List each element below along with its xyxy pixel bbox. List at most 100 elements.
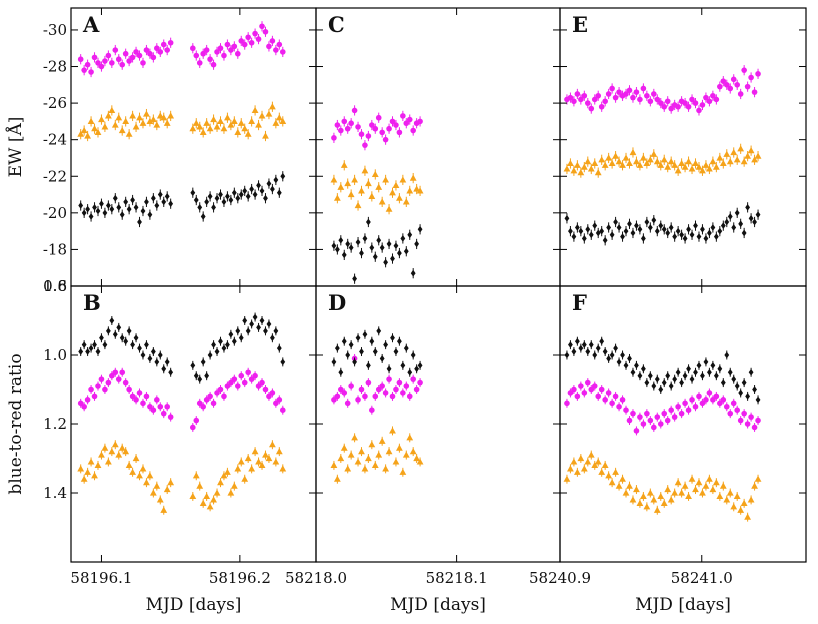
data-point-black	[130, 194, 135, 206]
data-point-magenta	[588, 103, 595, 114]
data-point-orange	[255, 457, 262, 467]
diamond-marker	[362, 235, 368, 242]
data-point-black	[197, 202, 203, 213]
data-point-black	[249, 183, 255, 195]
circle-marker	[703, 94, 709, 101]
data-point-orange	[667, 495, 675, 505]
diamond-marker	[588, 341, 594, 349]
triangle-marker	[626, 482, 633, 489]
circle-marker	[262, 28, 269, 35]
data-point-orange	[118, 125, 126, 136]
circle-marker	[605, 390, 612, 396]
circle-marker	[119, 61, 126, 68]
data-point-black	[407, 367, 413, 377]
triangle-marker	[730, 148, 738, 156]
data-point-magenta	[372, 391, 379, 401]
diamond-marker	[755, 396, 761, 404]
circle-marker	[224, 41, 231, 48]
diamond-marker	[147, 355, 153, 362]
data-point-magenta	[217, 43, 224, 54]
diamond-marker	[164, 358, 170, 366]
diamond-marker	[334, 344, 340, 352]
circle-marker	[217, 45, 224, 52]
diamond-marker	[190, 189, 196, 197]
diamond-marker	[574, 337, 580, 345]
diamond-marker	[348, 244, 354, 251]
circle-marker	[224, 383, 231, 389]
data-point-magenta	[241, 39, 248, 50]
data-point-black	[228, 194, 234, 206]
data-point-magenta	[214, 388, 220, 398]
data-point-black	[157, 350, 163, 360]
data-point-magenta	[664, 96, 671, 107]
x-tick-label: 58196.1	[70, 569, 132, 587]
triangle-marker	[94, 461, 102, 468]
data-point-magenta	[147, 48, 153, 59]
diamond-marker	[352, 358, 357, 366]
diamond-marker	[623, 227, 629, 235]
circle-marker	[207, 56, 213, 63]
data-point-black	[658, 220, 664, 231]
data-point-orange	[199, 127, 207, 138]
diamond-marker	[130, 341, 135, 349]
circle-marker	[678, 410, 685, 417]
circle-marker	[654, 96, 661, 103]
data-point-magenta	[200, 48, 206, 59]
diamond-marker	[647, 372, 653, 380]
diamond-marker	[338, 368, 344, 376]
triangle-marker	[709, 158, 717, 165]
data-point-orange	[210, 114, 217, 125]
data-point-black	[266, 319, 272, 329]
data-point-magenta	[386, 123, 392, 134]
data-point-black	[689, 374, 695, 384]
data-point-black	[383, 340, 389, 350]
circle-marker	[640, 421, 647, 427]
triangle-marker	[337, 183, 345, 190]
circle-marker	[623, 407, 629, 414]
triangle-marker	[573, 161, 581, 168]
circle-marker	[737, 417, 744, 424]
data-point-orange	[726, 156, 734, 167]
circle-marker	[417, 379, 423, 386]
circle-marker	[379, 129, 385, 136]
triangle-marker	[695, 163, 703, 170]
circle-marker	[234, 383, 241, 389]
data-point-magenta	[164, 44, 171, 56]
data-point-orange	[402, 450, 410, 460]
data-point-black	[362, 233, 368, 244]
data-point-black	[256, 322, 261, 332]
data-point-black	[92, 202, 97, 213]
triangle-marker	[213, 123, 221, 130]
data-point-orange	[224, 467, 231, 477]
circle-marker	[637, 414, 643, 420]
circle-marker	[344, 400, 351, 407]
triangle-marker	[115, 114, 123, 121]
data-point-black	[675, 367, 681, 377]
y-tick-label: -22	[43, 167, 67, 185]
data-point-black	[592, 220, 598, 231]
triangle-marker	[206, 125, 214, 132]
data-point-black	[727, 367, 733, 377]
triangle-marker	[577, 169, 585, 176]
diamond-marker	[693, 222, 698, 230]
data-point-orange	[192, 118, 200, 129]
data-point-orange	[251, 105, 259, 116]
data-point-magenta	[157, 46, 164, 58]
triangle-marker	[244, 454, 252, 462]
circle-marker	[112, 369, 119, 376]
data-point-orange	[657, 160, 665, 171]
data-point-black	[689, 229, 695, 240]
triangle-marker	[622, 489, 630, 496]
circle-marker	[147, 403, 153, 410]
circle-marker	[279, 49, 286, 55]
circle-marker	[692, 403, 699, 410]
triangle-marker	[392, 458, 400, 465]
circle-marker	[77, 400, 84, 407]
data-point-magenta	[98, 61, 105, 72]
data-point-orange	[416, 457, 424, 467]
circle-marker	[355, 124, 361, 130]
triangle-marker	[333, 194, 341, 201]
data-point-magenta	[713, 94, 720, 105]
circle-marker	[723, 82, 730, 88]
circle-marker	[109, 372, 115, 379]
